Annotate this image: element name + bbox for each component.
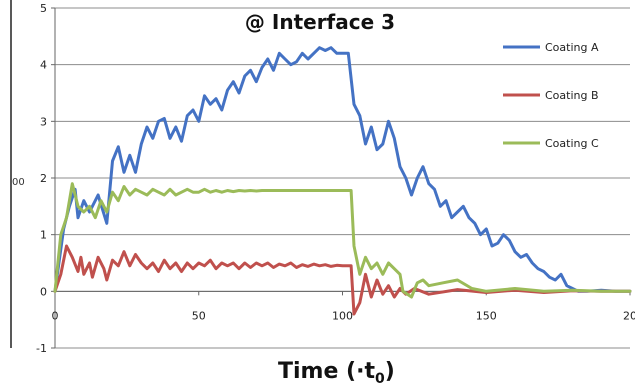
y-tick-label-4: 3 (40, 115, 47, 128)
legend-label-coating-c: Coating C (545, 137, 599, 150)
x-axis-label: Time (·t0) (278, 359, 395, 387)
series-line-coating-c (53, 182, 632, 299)
x-tick-labels: 0 50 100 150 20 (52, 291, 635, 322)
x-axis-label-close: ) (385, 359, 395, 384)
x-tick-label-4: 20 (623, 309, 635, 322)
x-axis-label-main: Time (·t (278, 359, 375, 384)
series-lines (53, 46, 632, 316)
y-tick-label-1: 0 (40, 285, 47, 298)
legend-label-coating-b: Coating B (545, 89, 599, 102)
x-tick-label-3: 150 (476, 309, 497, 322)
x-tick-label-1: 50 (192, 309, 206, 322)
y-tick-labels: -1 0 1 2 3 4 5 (36, 2, 55, 355)
y-tick-label-5: 4 (40, 59, 47, 72)
y-tick-label-2: 1 (40, 229, 47, 242)
series-line-coating-a (53, 46, 632, 293)
legend-label-coating-a: Coating A (545, 41, 599, 54)
x-tick-label-2: 100 (332, 309, 353, 322)
y-tick-label-0: -1 (36, 342, 47, 355)
chart-title: @ Interface 3 (245, 10, 395, 34)
x-axis-label-subscript: 0 (375, 371, 385, 387)
x-tick-label-0: 0 (52, 309, 59, 322)
legend: Coating A Coating B Coating C (503, 41, 599, 150)
series-line-coating-b (53, 244, 632, 316)
y-tick-label-3: 2 (40, 172, 47, 185)
left-edge-label: 00 (12, 177, 25, 188)
y-tick-label-6: 5 (40, 2, 47, 15)
